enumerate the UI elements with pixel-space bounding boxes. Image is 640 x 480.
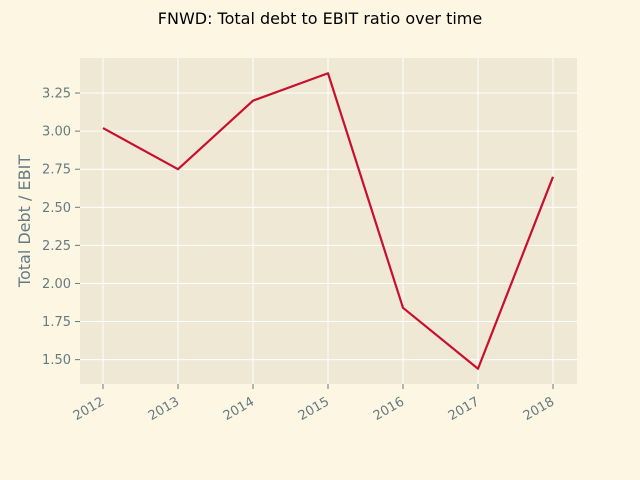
chart-title: FNWD: Total debt to EBIT ratio over time (158, 9, 482, 28)
y-tick-label: 2.25 (42, 239, 71, 254)
y-axis-label: Total Debt / EBIT (15, 155, 34, 288)
x-tick-label: 2012 (71, 394, 107, 424)
y-tick-label: 1.50 (42, 353, 71, 368)
x-tick-label: 2018 (521, 394, 557, 424)
x-tick-label: 2013 (146, 394, 182, 424)
y-tick-label: 1.75 (42, 315, 71, 330)
grid-lines (80, 58, 577, 384)
y-tick-label: 2.50 (42, 201, 71, 216)
y-tick-label: 2.00 (42, 277, 71, 292)
y-tick-label: 3.25 (42, 87, 71, 102)
x-tick-label: 2016 (371, 394, 407, 424)
series-line (102, 72, 555, 370)
y-tick-label: 2.75 (42, 163, 71, 178)
x-tick-label: 2014 (221, 394, 257, 424)
x-tick-label: 2017 (446, 394, 482, 424)
y-tick-label: 3.00 (42, 125, 71, 140)
x-tick-label: 2015 (296, 394, 332, 424)
